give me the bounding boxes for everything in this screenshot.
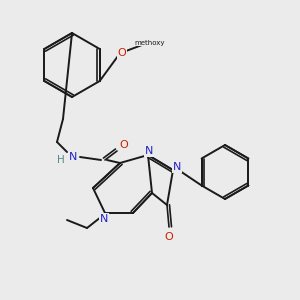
Text: O: O: [118, 48, 126, 58]
Text: N: N: [100, 214, 108, 224]
Text: N: N: [145, 146, 153, 156]
Text: methoxy: methoxy: [135, 40, 165, 46]
Text: N: N: [173, 162, 181, 172]
Text: O: O: [165, 232, 173, 242]
Text: N: N: [69, 152, 77, 162]
Text: O: O: [120, 140, 128, 150]
Text: H: H: [57, 155, 65, 165]
